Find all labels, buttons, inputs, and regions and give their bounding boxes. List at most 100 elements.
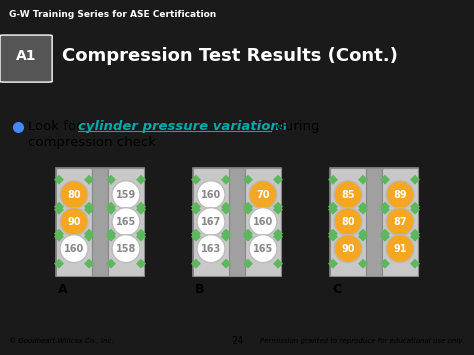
Bar — [229, 168, 245, 275]
Text: B: B — [195, 283, 204, 296]
Polygon shape — [136, 259, 146, 269]
Text: 90: 90 — [67, 217, 81, 226]
Polygon shape — [136, 202, 146, 212]
Polygon shape — [54, 202, 64, 212]
Polygon shape — [106, 205, 116, 215]
Polygon shape — [380, 175, 390, 185]
Polygon shape — [273, 259, 283, 269]
Polygon shape — [273, 175, 283, 185]
Bar — [330, 168, 418, 275]
Polygon shape — [273, 205, 283, 215]
Polygon shape — [243, 232, 253, 242]
Text: 165: 165 — [253, 244, 273, 254]
Polygon shape — [106, 259, 116, 269]
Text: 87: 87 — [393, 217, 407, 226]
Polygon shape — [84, 202, 94, 212]
Polygon shape — [54, 229, 64, 239]
Polygon shape — [106, 229, 116, 239]
Bar — [366, 168, 382, 275]
Polygon shape — [328, 232, 338, 242]
Text: 80: 80 — [341, 217, 355, 226]
Circle shape — [334, 208, 362, 236]
Polygon shape — [410, 205, 420, 215]
Polygon shape — [221, 259, 231, 269]
Text: 160: 160 — [64, 244, 84, 254]
Polygon shape — [380, 259, 390, 269]
Circle shape — [60, 208, 88, 236]
Text: 91: 91 — [393, 244, 407, 254]
Circle shape — [386, 208, 414, 236]
Polygon shape — [410, 175, 420, 185]
Circle shape — [197, 181, 225, 209]
Circle shape — [60, 181, 88, 209]
Polygon shape — [221, 175, 231, 185]
Polygon shape — [54, 205, 64, 215]
Polygon shape — [328, 175, 338, 185]
Bar — [245, 168, 281, 275]
Polygon shape — [358, 175, 368, 185]
Circle shape — [112, 208, 140, 236]
Text: 158: 158 — [116, 244, 136, 254]
Bar — [193, 168, 229, 275]
Circle shape — [197, 235, 225, 263]
Polygon shape — [410, 232, 420, 242]
Polygon shape — [328, 205, 338, 215]
Polygon shape — [221, 205, 231, 215]
Polygon shape — [328, 259, 338, 269]
Text: 159: 159 — [116, 190, 136, 200]
Polygon shape — [243, 175, 253, 185]
Polygon shape — [273, 232, 283, 242]
Text: 90: 90 — [341, 244, 355, 254]
Polygon shape — [84, 175, 94, 185]
Polygon shape — [136, 232, 146, 242]
Text: 163: 163 — [201, 244, 221, 254]
Polygon shape — [54, 175, 64, 185]
Text: Permission granted to reproduce for educational use only.: Permission granted to reproduce for educ… — [260, 338, 465, 344]
Polygon shape — [243, 229, 253, 239]
Text: 160: 160 — [253, 217, 273, 226]
Polygon shape — [136, 205, 146, 215]
Polygon shape — [358, 229, 368, 239]
FancyBboxPatch shape — [0, 35, 52, 82]
Polygon shape — [191, 205, 201, 215]
Polygon shape — [243, 202, 253, 212]
Text: during: during — [272, 120, 319, 133]
Text: 85: 85 — [341, 190, 355, 200]
Text: compression check: compression check — [28, 136, 156, 149]
Polygon shape — [380, 205, 390, 215]
Circle shape — [386, 235, 414, 263]
Text: © Goodheart-Willcox Co., Inc.: © Goodheart-Willcox Co., Inc. — [9, 338, 114, 344]
Polygon shape — [191, 175, 201, 185]
Polygon shape — [191, 232, 201, 242]
Polygon shape — [410, 202, 420, 212]
Text: G-W Training Series for ASE Certification: G-W Training Series for ASE Certificatio… — [9, 10, 217, 19]
Polygon shape — [243, 259, 253, 269]
Circle shape — [112, 181, 140, 209]
Bar — [56, 168, 144, 275]
Polygon shape — [54, 259, 64, 269]
Circle shape — [249, 208, 277, 236]
Circle shape — [60, 235, 88, 263]
Polygon shape — [106, 175, 116, 185]
Polygon shape — [410, 259, 420, 269]
Text: 24: 24 — [231, 336, 243, 346]
Circle shape — [249, 181, 277, 209]
Bar — [193, 168, 281, 275]
Polygon shape — [221, 232, 231, 242]
Polygon shape — [358, 205, 368, 215]
Bar — [56, 168, 92, 275]
Text: Look for: Look for — [28, 120, 86, 133]
Text: A: A — [58, 283, 68, 296]
Polygon shape — [410, 229, 420, 239]
Polygon shape — [358, 259, 368, 269]
Polygon shape — [84, 205, 94, 215]
Polygon shape — [273, 229, 283, 239]
Polygon shape — [328, 202, 338, 212]
Polygon shape — [84, 232, 94, 242]
Polygon shape — [358, 202, 368, 212]
Circle shape — [112, 235, 140, 263]
Circle shape — [334, 181, 362, 209]
Text: A1: A1 — [16, 49, 36, 62]
Bar — [330, 168, 366, 275]
Polygon shape — [221, 202, 231, 212]
